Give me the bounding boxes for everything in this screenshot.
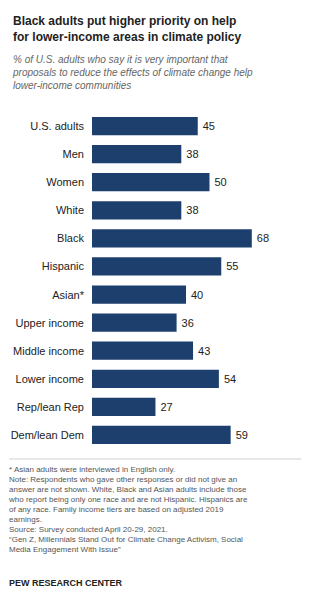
svg-text:59: 59 — [236, 429, 248, 441]
svg-text:who report being only one race: who report being only one race and are n… — [8, 495, 248, 504]
svg-text:55: 55 — [226, 260, 238, 272]
svg-text:White: White — [56, 204, 84, 216]
svg-text:% of U.S. adults who say it is: % of U.S. adults who say it is very impo… — [13, 54, 229, 65]
svg-text:Black: Black — [57, 232, 84, 244]
svg-text:54: 54 — [224, 373, 236, 385]
svg-text:Lower income: Lower income — [16, 373, 84, 385]
svg-text:38: 38 — [186, 204, 198, 216]
svg-text:Media Engagement With Issue”: Media Engagement With Issue” — [9, 545, 121, 554]
svg-text:earnings.: earnings. — [9, 515, 42, 524]
svg-text:Asian*: Asian* — [52, 289, 85, 301]
svg-text:answer are not shown. White, B: answer are not shown. White, Black and A… — [9, 485, 247, 494]
svg-text:Upper income: Upper income — [16, 317, 84, 329]
svg-text:* Asian adults were interviewe: * Asian adults were interviewed in Engli… — [9, 465, 175, 474]
svg-text:40: 40 — [191, 289, 203, 301]
svg-text:Black adults put higher priori: Black adults put higher priority on help — [13, 14, 236, 28]
svg-text:45: 45 — [203, 120, 215, 132]
svg-text:Rep/lean Rep: Rep/lean Rep — [17, 401, 84, 413]
svg-text:43: 43 — [198, 345, 210, 357]
svg-text:of any race. Family income tie: of any race. Family income tiers are bas… — [9, 505, 224, 514]
svg-text:50: 50 — [215, 176, 227, 188]
svg-text:Source: Survey conducted April: Source: Survey conducted April 20-29, 20… — [9, 525, 168, 534]
svg-text:“Gen Z, Millennials Stand Out: “Gen Z, Millennials Stand Out for Climat… — [9, 535, 243, 544]
svg-text:Middle income: Middle income — [13, 345, 84, 357]
svg-text:Women: Women — [46, 176, 84, 188]
svg-text:Note: Respondents who gave oth: Note: Respondents who gave other respons… — [9, 475, 237, 484]
svg-text:27: 27 — [160, 401, 172, 413]
svg-text:proposals to reduce the effect: proposals to reduce the effects of clima… — [12, 67, 253, 78]
svg-text:lower-income communities: lower-income communities — [13, 80, 131, 91]
svg-text:Men: Men — [63, 148, 84, 160]
svg-text:U.S. adults: U.S. adults — [30, 120, 84, 132]
svg-text:36: 36 — [182, 317, 194, 329]
svg-text:68: 68 — [257, 232, 269, 244]
svg-text:38: 38 — [186, 148, 198, 160]
svg-text:Dem/lean Dem: Dem/lean Dem — [11, 429, 84, 441]
svg-text:Hispanic: Hispanic — [42, 260, 85, 272]
svg-text:PEW RESEARCH CENTER: PEW RESEARCH CENTER — [9, 578, 123, 588]
svg-text:for lower-income areas in clim: for lower-income areas in climate policy — [13, 30, 241, 44]
